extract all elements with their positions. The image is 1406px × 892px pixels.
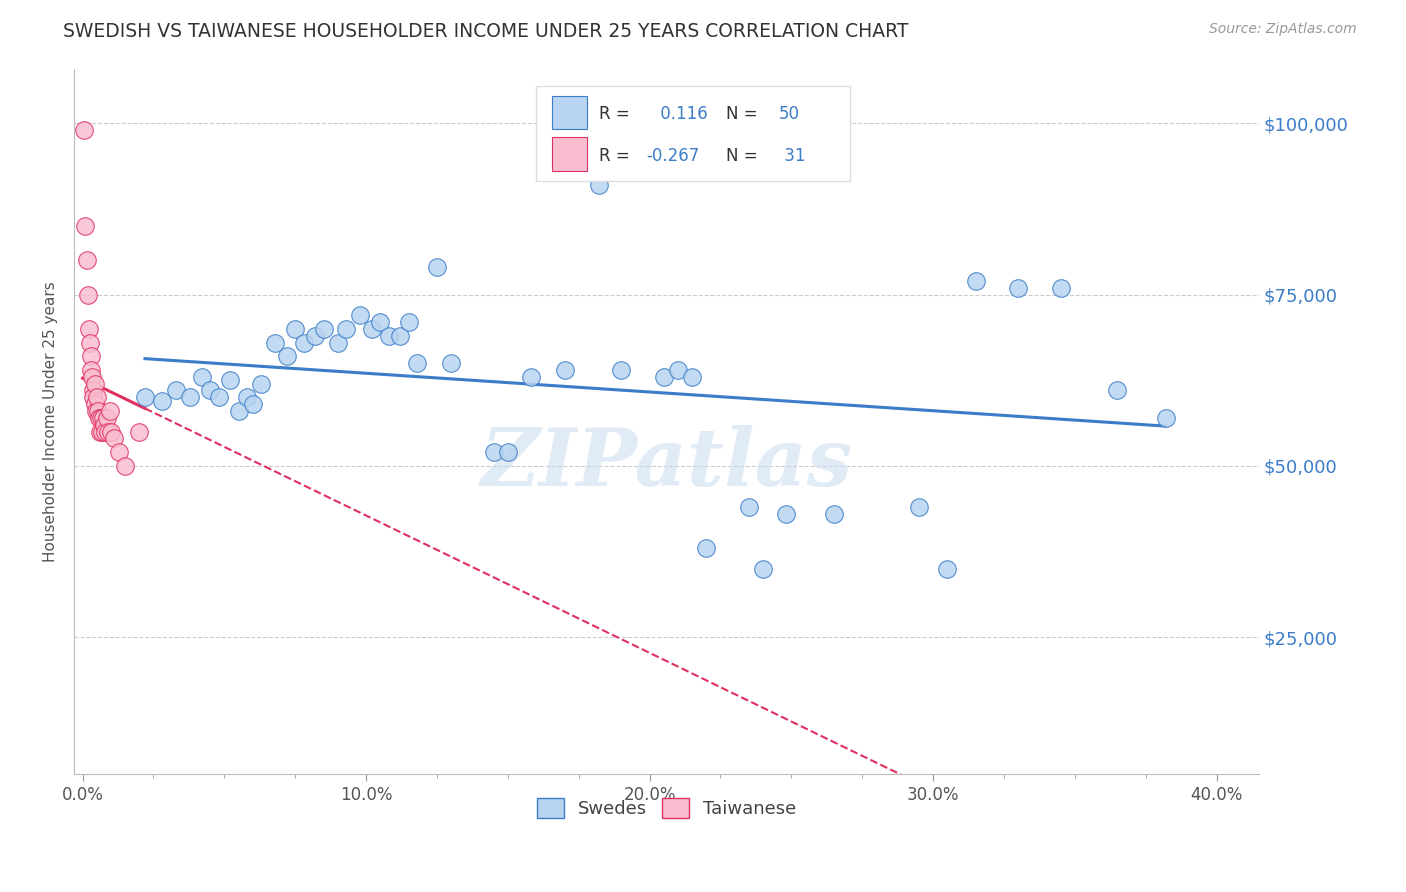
Point (242, 397, 264, 411)
Point (389, 328, 412, 343)
Point (80, 363, 103, 377)
Point (94, 425, 117, 439)
Point (752, 561, 775, 575)
Point (519, 369, 541, 384)
Point (79, 349, 101, 363)
Point (236, 390, 259, 404)
Point (108, 445, 131, 459)
Point (89, 425, 111, 439)
Point (554, 363, 576, 377)
Point (284, 322, 307, 336)
Point (103, 432, 125, 446)
Point (219, 373, 242, 387)
Point (482, 445, 505, 459)
Point (695, 541, 717, 555)
Point (150, 393, 173, 408)
Point (198, 384, 221, 398)
Point (80, 369, 103, 384)
Point (1154, 410, 1177, 425)
Point (84, 404, 107, 418)
Point (681, 369, 703, 384)
Point (304, 328, 326, 343)
Point (1107, 384, 1129, 398)
Point (823, 507, 845, 521)
Point (208, 390, 231, 404)
Point (368, 315, 391, 329)
Point (496, 445, 519, 459)
Point (87, 404, 110, 418)
Point (76, 287, 98, 301)
Text: SWEDISH VS TAIWANESE HOUSEHOLDER INCOME UNDER 25 YEARS CORRELATION CHART: SWEDISH VS TAIWANESE HOUSEHOLDER INCOME … (63, 22, 908, 41)
Point (114, 458, 136, 473)
Point (426, 260, 449, 275)
Point (738, 500, 761, 514)
Point (775, 507, 797, 521)
Text: -0.267: -0.267 (647, 147, 700, 165)
Text: N =: N = (725, 105, 762, 123)
Point (908, 500, 931, 514)
Point (335, 322, 357, 336)
Bar (551, 137, 588, 171)
Point (90, 410, 112, 425)
Point (406, 356, 429, 370)
Point (179, 390, 201, 404)
Point (73, 123, 96, 137)
Point (83, 397, 105, 411)
Point (86, 390, 108, 404)
Point (1007, 281, 1029, 295)
Legend: Swedes, Taiwanese: Swedes, Taiwanese (530, 790, 804, 825)
Point (76, 253, 98, 268)
Text: R =: R = (599, 147, 636, 165)
Text: R =: R = (599, 105, 636, 123)
Point (652, 369, 675, 384)
Point (87, 410, 110, 425)
Point (90, 425, 112, 439)
Text: 50: 50 (779, 105, 800, 123)
FancyBboxPatch shape (536, 87, 851, 181)
Point (93, 417, 115, 432)
Point (1049, 281, 1071, 295)
Point (128, 425, 150, 439)
Point (349, 308, 371, 322)
Point (326, 335, 349, 350)
Point (360, 322, 382, 336)
Point (134, 390, 156, 404)
Point (936, 561, 959, 575)
Text: ZIPatlas: ZIPatlas (481, 425, 852, 502)
Point (97, 425, 120, 439)
Point (165, 384, 187, 398)
Point (228, 404, 250, 418)
Y-axis label: Householder Income Under 25 years: Householder Income Under 25 years (44, 281, 58, 562)
Point (98, 404, 121, 418)
Text: 0.116: 0.116 (655, 105, 707, 123)
Point (77, 322, 100, 336)
Point (91, 410, 114, 425)
Point (292, 335, 315, 350)
Point (588, 178, 610, 192)
Point (666, 363, 689, 377)
Point (75, 219, 97, 233)
Point (610, 363, 633, 377)
Point (264, 335, 287, 350)
Point (378, 328, 401, 343)
Text: N =: N = (725, 147, 762, 165)
Point (82, 390, 104, 404)
Point (250, 376, 273, 391)
Point (440, 356, 463, 370)
Point (965, 274, 987, 288)
Text: 31: 31 (779, 147, 806, 165)
Point (312, 322, 335, 336)
Point (100, 425, 122, 439)
Point (276, 349, 298, 363)
Point (96, 410, 118, 425)
Bar (551, 95, 588, 129)
Point (398, 315, 420, 329)
Point (190, 369, 212, 384)
Point (82, 384, 104, 398)
Text: Source: ZipAtlas.com: Source: ZipAtlas.com (1209, 22, 1357, 37)
Point (79, 335, 101, 350)
Point (84, 376, 107, 391)
